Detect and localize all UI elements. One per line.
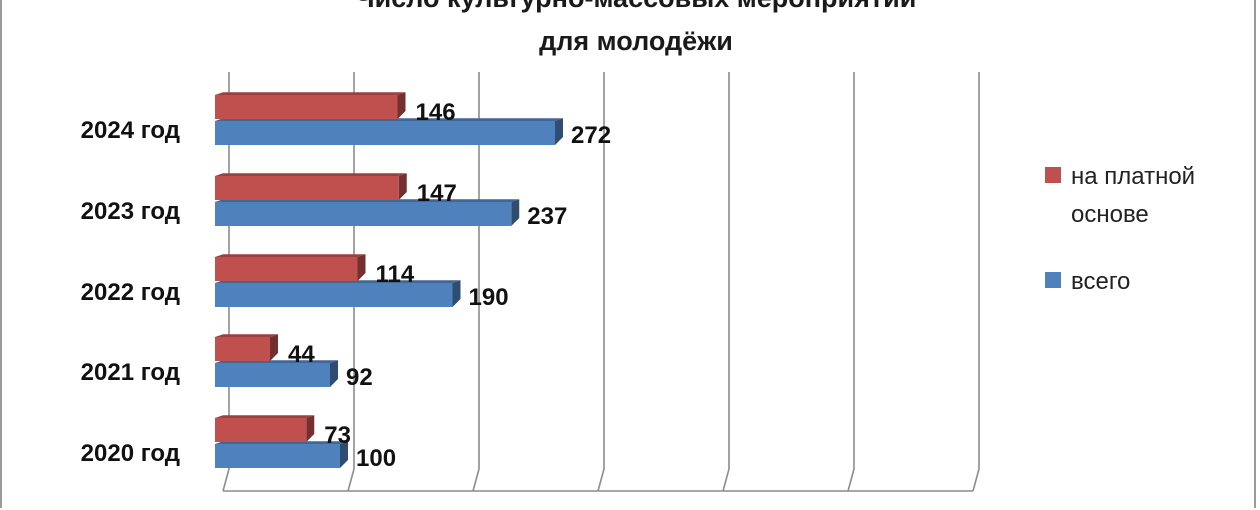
bar-total [215, 444, 340, 468]
bar-paid-side [270, 334, 278, 361]
data-label-total: 237 [527, 203, 567, 230]
category-label: 2023 год [81, 198, 180, 225]
labels-layer: 2024 год 272 146 2023 год 237 147 2022 год 190 1… [81, 99, 611, 472]
data-label-total: 92 [346, 364, 373, 391]
category-label: 2024 год [81, 117, 180, 144]
data-label-total: 190 [469, 284, 509, 311]
bar-paid [215, 337, 270, 361]
bar-total-side [555, 118, 563, 145]
chart-title-line-2: для молодёжи [539, 26, 733, 56]
bar-total-side [330, 360, 338, 387]
floor-gridline-100 [347, 468, 355, 492]
bar-paid-side [397, 92, 406, 119]
bar-total [215, 121, 555, 145]
bar-paid [215, 418, 307, 442]
bar-total [215, 363, 330, 387]
bar-paid-side [306, 415, 315, 442]
bar-paid [215, 176, 399, 200]
chart-title-line-1: Число культурно-массовых мероприятий [356, 0, 917, 13]
data-label-paid: 147 [417, 180, 457, 207]
category-label: 2020 год [81, 440, 180, 467]
data-label-paid: 146 [416, 99, 456, 126]
floor-gridline-600 [972, 468, 980, 492]
floor-gridline-500 [847, 468, 855, 492]
bar-paid [215, 257, 358, 281]
legend-item-total: всего [1045, 268, 1130, 295]
legend-label-paid-line-1: на платной [1071, 163, 1195, 190]
bar-total [215, 283, 453, 307]
legend-swatch-total [1045, 272, 1061, 288]
grid-layer [222, 72, 980, 492]
bar-paid-top [215, 173, 407, 176]
bar-paid-top [215, 254, 366, 257]
category-label: 2022 год [81, 279, 180, 306]
bar-paid-side [357, 254, 366, 281]
data-label-paid: 73 [324, 422, 351, 449]
bar-total-side [511, 199, 520, 226]
legend-label-paid-line-2: основе [1071, 201, 1149, 228]
bar-paid [215, 95, 398, 119]
bar-paid-top [215, 334, 278, 337]
bar-paid-top [215, 92, 406, 95]
data-label-paid: 114 [376, 261, 415, 288]
floor-gridline-200 [472, 468, 480, 492]
bar-total-side [452, 280, 461, 307]
floor-gridline-300 [597, 468, 605, 492]
legend-item-paid: на платной основе [1045, 163, 1195, 228]
data-label-total: 100 [356, 445, 396, 472]
floor-gridline-400 [722, 468, 730, 492]
floor-gridline-0 [222, 468, 230, 492]
legend: на платной основе всего [1045, 163, 1195, 295]
bar-total-side [340, 441, 348, 468]
legend-label-total: всего [1071, 268, 1130, 295]
data-label-paid: 44 [288, 341, 315, 368]
bar-total [215, 202, 512, 226]
bar-paid-side [398, 173, 407, 200]
legend-swatch-paid [1045, 167, 1061, 183]
category-label: 2021 год [81, 359, 180, 386]
bars-layer [215, 92, 563, 468]
bar-paid-top [215, 415, 315, 418]
data-label-total: 272 [571, 122, 611, 149]
